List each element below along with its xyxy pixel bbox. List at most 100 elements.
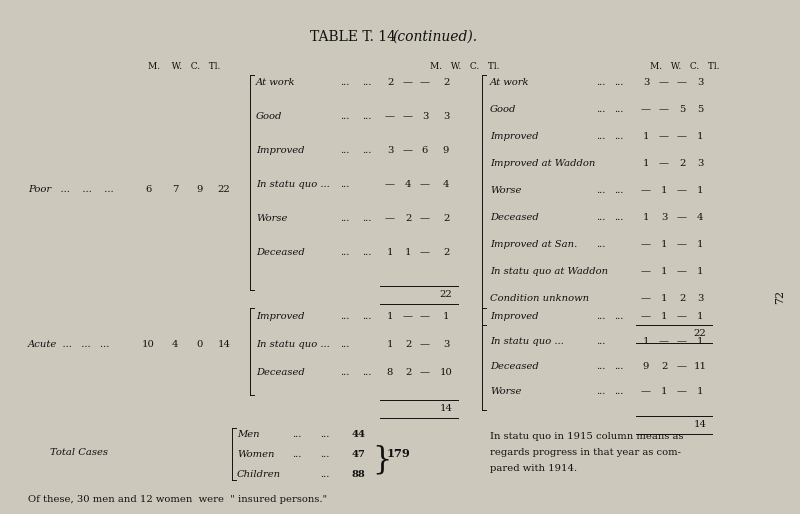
Text: ...: ... xyxy=(320,430,330,439)
Text: ...: ... xyxy=(614,186,623,195)
Text: ...: ... xyxy=(596,132,606,141)
Text: Good: Good xyxy=(490,105,516,114)
Text: —: — xyxy=(677,78,687,87)
Text: ...: ... xyxy=(362,112,371,121)
Text: —: — xyxy=(677,387,687,396)
Text: ...: ... xyxy=(362,214,371,223)
Text: ...: ... xyxy=(362,368,371,377)
Text: —: — xyxy=(659,105,669,114)
Text: Men: Men xyxy=(237,430,260,439)
Text: —: — xyxy=(403,78,413,87)
Text: —: — xyxy=(420,180,430,189)
Text: 9: 9 xyxy=(443,146,449,155)
Text: ...: ... xyxy=(614,78,623,87)
Text: In statu quo ...: In statu quo ... xyxy=(490,337,564,346)
Text: ...: ... xyxy=(596,387,606,396)
Text: regards progress in that year as com-: regards progress in that year as com- xyxy=(490,448,681,457)
Text: 1: 1 xyxy=(661,240,667,249)
Text: —: — xyxy=(677,337,687,346)
Text: 1: 1 xyxy=(697,337,703,346)
Text: 5: 5 xyxy=(697,105,703,114)
Text: In statu quo at Waddon: In statu quo at Waddon xyxy=(490,267,608,276)
Text: Deceased: Deceased xyxy=(256,368,305,377)
Text: —: — xyxy=(641,267,651,276)
Text: 1: 1 xyxy=(697,240,703,249)
Text: }: } xyxy=(372,445,391,475)
Text: Total Cases: Total Cases xyxy=(50,448,108,457)
Text: ...: ... xyxy=(320,470,330,479)
Text: 1: 1 xyxy=(697,312,703,321)
Text: ...: ... xyxy=(340,340,350,349)
Text: Acute  ...   ...   ...: Acute ... ... ... xyxy=(28,340,110,349)
Text: ...: ... xyxy=(340,78,350,87)
Text: M.   W.   C.   Tl.: M. W. C. Tl. xyxy=(650,62,719,71)
Text: ...: ... xyxy=(320,450,330,459)
Text: Deceased: Deceased xyxy=(490,362,538,371)
Text: 11: 11 xyxy=(694,362,706,371)
Text: 4: 4 xyxy=(172,340,178,349)
Text: ...: ... xyxy=(596,213,606,222)
Text: Worse: Worse xyxy=(490,387,522,396)
Text: ...: ... xyxy=(614,387,623,396)
Text: —: — xyxy=(420,312,430,321)
Text: 2: 2 xyxy=(405,214,411,223)
Text: ...: ... xyxy=(596,240,606,249)
Text: ...: ... xyxy=(362,248,371,257)
Text: ...: ... xyxy=(596,312,606,321)
Text: 2: 2 xyxy=(443,78,449,87)
Text: 14: 14 xyxy=(439,404,453,413)
Text: —: — xyxy=(420,214,430,223)
Text: —: — xyxy=(403,146,413,155)
Text: 0: 0 xyxy=(197,340,203,349)
Text: 4: 4 xyxy=(697,213,703,222)
Text: —: — xyxy=(403,312,413,321)
Text: 2: 2 xyxy=(679,294,685,303)
Text: —: — xyxy=(641,240,651,249)
Text: Condition unknown: Condition unknown xyxy=(490,294,589,303)
Text: 1: 1 xyxy=(661,186,667,195)
Text: 2: 2 xyxy=(405,368,411,377)
Text: 3: 3 xyxy=(697,78,703,87)
Text: 1: 1 xyxy=(661,294,667,303)
Text: ...: ... xyxy=(362,146,371,155)
Text: 1: 1 xyxy=(386,340,394,349)
Text: ...: ... xyxy=(292,450,302,459)
Text: 6: 6 xyxy=(145,185,151,194)
Text: Worse: Worse xyxy=(490,186,522,195)
Text: ...: ... xyxy=(340,146,350,155)
Text: In statu quo in 1915 column means as: In statu quo in 1915 column means as xyxy=(490,432,683,441)
Text: 1: 1 xyxy=(405,248,411,257)
Text: 6: 6 xyxy=(422,146,428,155)
Text: Good: Good xyxy=(256,112,282,121)
Text: ...: ... xyxy=(614,362,623,371)
Text: —: — xyxy=(641,294,651,303)
Text: —: — xyxy=(641,312,651,321)
Text: 1: 1 xyxy=(642,337,650,346)
Text: —: — xyxy=(659,132,669,141)
Text: ...: ... xyxy=(340,368,350,377)
Text: 4: 4 xyxy=(405,180,411,189)
Text: —: — xyxy=(659,78,669,87)
Text: —: — xyxy=(677,362,687,371)
Text: Improved: Improved xyxy=(256,312,305,321)
Text: ...: ... xyxy=(614,132,623,141)
Text: 5: 5 xyxy=(679,105,685,114)
Text: 1: 1 xyxy=(642,132,650,141)
Text: —: — xyxy=(403,112,413,121)
Text: Poor   ...    ...    ...: Poor ... ... ... xyxy=(28,185,114,194)
Text: —: — xyxy=(385,180,395,189)
Text: —: — xyxy=(385,112,395,121)
Text: 1: 1 xyxy=(697,387,703,396)
Text: 3: 3 xyxy=(422,112,428,121)
Text: Children: Children xyxy=(237,470,281,479)
Text: In statu quo ...: In statu quo ... xyxy=(256,180,330,189)
Text: Improved at San.: Improved at San. xyxy=(490,240,578,249)
Text: 3: 3 xyxy=(443,340,449,349)
Text: 22: 22 xyxy=(694,329,706,338)
Text: Improved: Improved xyxy=(490,312,538,321)
Text: —: — xyxy=(677,132,687,141)
Text: 3: 3 xyxy=(443,112,449,121)
Text: Worse: Worse xyxy=(256,214,287,223)
Text: 10: 10 xyxy=(439,368,453,377)
Text: ...: ... xyxy=(596,337,606,346)
